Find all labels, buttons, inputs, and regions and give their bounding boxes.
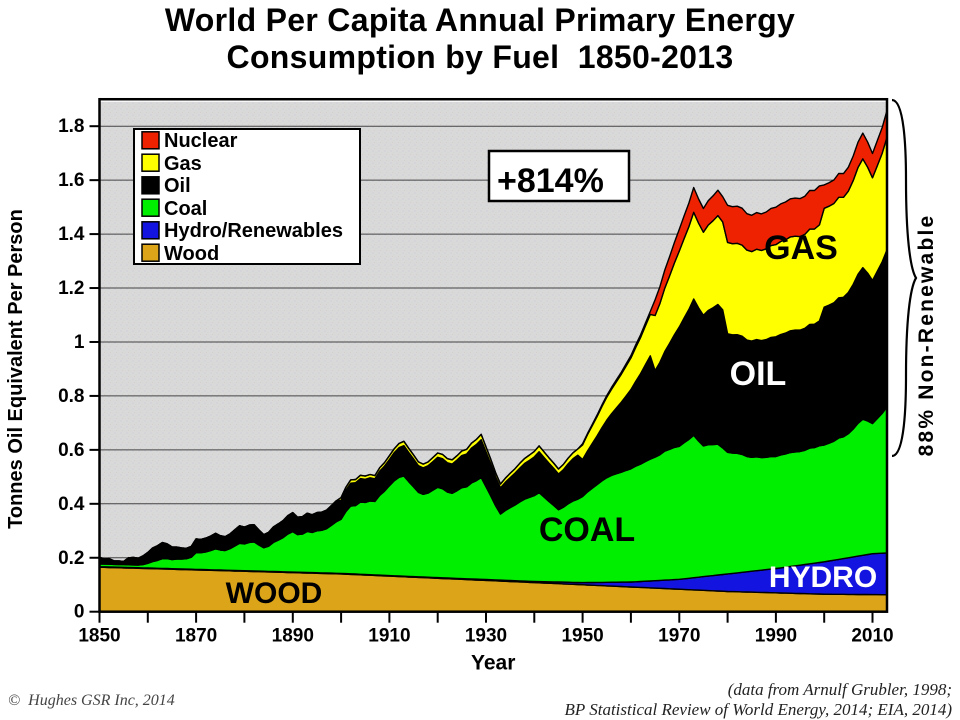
svg-text:+814%: +814%: [497, 162, 604, 200]
svg-text:GAS: GAS: [764, 229, 838, 267]
svg-text:1970: 1970: [658, 626, 700, 647]
svg-text:2010: 2010: [851, 626, 893, 647]
svg-text:0.8: 0.8: [58, 386, 84, 407]
svg-text:1990: 1990: [755, 626, 797, 647]
svg-text:1950: 1950: [561, 626, 603, 647]
svg-text:0.4: 0.4: [58, 494, 85, 515]
svg-text:1870: 1870: [175, 626, 217, 647]
svg-text:1: 1: [74, 332, 85, 353]
svg-text:1.8: 1.8: [58, 116, 84, 137]
svg-text:1910: 1910: [368, 626, 410, 647]
svg-text:1.4: 1.4: [58, 224, 85, 245]
svg-text:1.6: 1.6: [58, 170, 84, 191]
svg-text:Oil: Oil: [164, 175, 191, 197]
svg-text:Nuclear: Nuclear: [164, 130, 238, 152]
svg-text:1890: 1890: [272, 626, 314, 647]
svg-text:WOOD: WOOD: [226, 577, 323, 610]
svg-text:88% Non-Renewable: 88% Non-Renewable: [915, 214, 938, 457]
svg-text:Wood: Wood: [164, 243, 219, 265]
svg-text:Gas: Gas: [164, 153, 202, 175]
svg-text:1.2: 1.2: [58, 278, 84, 299]
svg-text:0: 0: [74, 602, 85, 623]
svg-text:Coal: Coal: [164, 198, 207, 220]
svg-text:Tonnes Oil Equivalent Per Pers: Tonnes Oil Equivalent Per Person: [5, 209, 27, 529]
svg-text:Year: Year: [471, 652, 515, 675]
svg-text:1930: 1930: [465, 626, 507, 647]
svg-text:0.2: 0.2: [58, 548, 84, 569]
svg-text:OIL: OIL: [730, 355, 787, 393]
svg-text:Hydro/Renewables: Hydro/Renewables: [164, 220, 343, 242]
svg-text:COAL: COAL: [539, 511, 635, 549]
svg-text:1850: 1850: [78, 626, 120, 647]
svg-text:HYDRO: HYDRO: [769, 561, 877, 594]
svg-text:0.6: 0.6: [58, 440, 84, 461]
